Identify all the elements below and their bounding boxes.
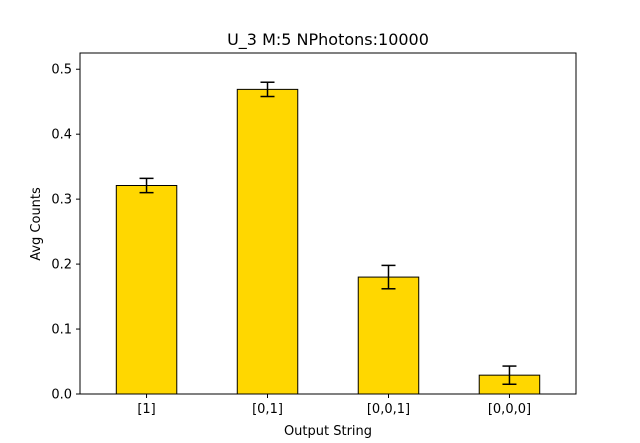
- x-axis-label: Output String: [284, 424, 372, 439]
- x-tick-label: [0,0,0]: [488, 402, 531, 417]
- y-tick-label: 0.5: [51, 63, 72, 78]
- y-axis-label: Avg Counts: [29, 187, 44, 261]
- x-tick-label: [0,1]: [252, 402, 283, 417]
- x-tick-label: [1]: [137, 402, 155, 417]
- y-axis-ticks: 0.0 0.1 0.2 0.3 0.4 0.5: [51, 63, 80, 403]
- error-bar-0: [139, 177, 154, 194]
- bar-1: [236, 88, 299, 395]
- y-tick-label: 0.2: [51, 258, 72, 273]
- x-tick-label: [0,0,1]: [367, 402, 410, 417]
- y-tick-label: 0.4: [51, 128, 72, 143]
- x-axis-ticks: [1] [0,1] [0,0,1] [0,0,0]: [137, 394, 531, 417]
- error-bar-1: [260, 81, 275, 98]
- bar-0: [115, 185, 178, 395]
- chart-title: U_3 M:5 NPhotons:10000: [227, 30, 429, 50]
- error-bar-2: [381, 264, 396, 290]
- bar-2: [357, 276, 420, 395]
- y-tick-label: 0.3: [51, 193, 72, 208]
- error-bar-3: [502, 365, 517, 386]
- errorbars-layer: [139, 81, 517, 386]
- y-tick-label: 0.0: [51, 388, 72, 403]
- bars-layer: [115, 88, 541, 395]
- plot-frame: [79, 52, 577, 395]
- y-tick-label: 0.1: [51, 323, 72, 338]
